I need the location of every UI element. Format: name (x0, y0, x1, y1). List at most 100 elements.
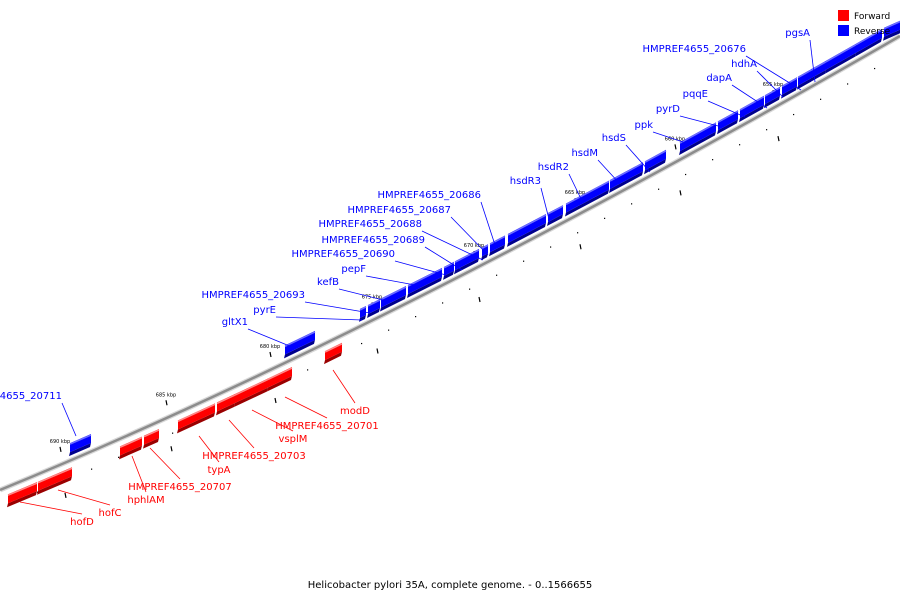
legend-reverse-swatch (838, 25, 849, 36)
gene-label-hphlam: hphlAM (127, 495, 164, 506)
tick-mark (274, 397, 277, 404)
gene-block-hmpref4655-20688-shade (481, 253, 488, 261)
leader-line-hsdm (597, 159, 621, 185)
leader-line-hmpref4655-20711 (61, 402, 77, 437)
tick-mark (777, 136, 780, 142)
gene-block-hofd-shade (7, 491, 37, 508)
gene-label-hmpref4655-20703: HMPREF4655_20703 (202, 451, 305, 462)
gene-block-hmpref4655-20707 (143, 428, 160, 449)
gene-label-ppk: ppk (635, 120, 654, 131)
leader-line-hmpref4655-20688 (421, 230, 484, 261)
tick-label: 670 kbp (464, 243, 484, 249)
gene-label-pyre: pyrE (253, 305, 276, 316)
tick-label: 680 kbp (260, 344, 280, 350)
gene-block-dapa (764, 86, 781, 109)
gene-block-vsplm-shade (234, 387, 268, 408)
gene-block-hmpref4655-20687 (489, 235, 506, 257)
gene-block-modd-face (325, 342, 342, 361)
gene-block-hofc (37, 467, 73, 495)
gene-block-hphlam (119, 436, 143, 460)
scale-dot (442, 302, 444, 304)
scale-dot (712, 159, 714, 161)
scale-dot (91, 468, 93, 470)
gene-block-vsplm-face (235, 378, 268, 404)
gene-block-hsds-face (645, 149, 666, 171)
gene-label-hsdm: hsdM (571, 148, 598, 159)
gene-block-hmpref4655-20693-face (368, 299, 380, 314)
scale-dot (739, 144, 741, 146)
legend-forward-swatch (838, 10, 849, 21)
gene-block-pqqe-highlight (739, 96, 765, 111)
gene-block-hmpref4655-20687-face (490, 235, 505, 253)
gene-label-hmpref4655-20701: HMPREF4655_20701 (275, 421, 378, 432)
gene-block-pyre-highlight (359, 306, 367, 311)
gene-block-hmpref4655-20686-face (508, 214, 546, 243)
tick-mark (579, 244, 582, 250)
gene-block-hsdr2-highlight (565, 180, 610, 206)
gene-block-hmpref4655-20690-shade (443, 270, 454, 280)
leader-line-hsdr3 (540, 187, 551, 224)
gene-label-hmpref4655-20689: HMPREF4655_20689 (322, 235, 425, 246)
gene-label-hsdr3: hsdR3 (510, 176, 541, 187)
gene-label-hmpref4655-20686: HMPREF4655_20686 (378, 190, 481, 201)
leader-line-vsplm (251, 409, 294, 432)
tick-mark (165, 400, 168, 406)
gene-block-ppk-face (680, 122, 716, 152)
gene-block-hdha-shade (781, 86, 797, 99)
leader-line-kefb (338, 288, 384, 301)
gene-block-hsdr3-highlight (547, 205, 564, 215)
gene-label-hsdr2: hsdR2 (538, 162, 569, 173)
scale-dot (685, 173, 687, 176)
leader-line-hphlam (131, 455, 147, 493)
gene-block-unlabeled-face (884, 20, 900, 37)
gene-block-typa-highlight (177, 403, 216, 423)
gene-block-unlabeled-shade (883, 29, 900, 41)
leader-line-hmpref4655-20707 (149, 447, 181, 480)
gene-block-hsdm-highlight (609, 162, 644, 182)
gene-block-ppk (679, 122, 717, 156)
gene-block-hsdr3 (547, 205, 564, 226)
tick-label: 665 kbp (565, 190, 585, 196)
leader-line-hmpref4655-20701 (284, 396, 328, 419)
gene-block-dapa-face (765, 86, 780, 105)
leader-line-hmpref4655-20687 (450, 216, 489, 256)
scale-dot (793, 113, 795, 116)
leader-line-hsds (625, 144, 651, 173)
gene-block-hofc-highlight (37, 467, 73, 484)
gene-label-kefb: kefB (317, 277, 339, 288)
gene-block-unlabeled (855, 28, 883, 57)
gene-label-pepf: pepF (341, 264, 366, 275)
gene-blocks (7, 20, 900, 508)
gene-block-ppk-highlight (679, 122, 717, 144)
gene-label-hofd: hofD (70, 517, 94, 528)
gene-block-kefb-shade (380, 295, 406, 312)
gene-block-pepf-face (408, 267, 442, 295)
gene-label-hmpref4655-20690: HMPREF4655_20690 (292, 249, 395, 260)
gene-block-hmpref4655-20686-highlight (507, 214, 547, 236)
gene-block-hmpref4655-20707-highlight (143, 429, 160, 438)
gene-block-vsplm-highlight (234, 378, 269, 396)
leader-line-pqqe (707, 100, 746, 118)
gene-label-modd: modD (340, 406, 370, 417)
gene-label-gltx1: gltX1 (222, 317, 248, 328)
tick-mark (269, 351, 272, 358)
gene-block-typa (177, 403, 216, 434)
gene-label-pgsa: pgsA (785, 28, 810, 39)
gene-label-hdha: hdhA (731, 59, 757, 70)
gene-block-hmpref4655-20703-face (217, 394, 235, 412)
gene-block-dapa-shade (764, 95, 780, 109)
gene-block-hmpref4655-20689-highlight (454, 249, 480, 263)
gene-block-hmpref4655-20676-face (798, 68, 812, 86)
gene-block-hsdm-shade (609, 171, 643, 194)
scale-dot (577, 232, 579, 234)
gene-block-hofc-face (38, 467, 72, 491)
gene-block-hmpref4655-20690-face (444, 261, 454, 276)
gene-label-hmpref4655-20687: HMPREF4655_20687 (348, 205, 451, 216)
gene-block-hmpref4655-20693-shade (367, 308, 380, 318)
leader-line-modd (332, 369, 356, 404)
gene-label-pqqe: pqqE (683, 89, 708, 100)
gene-block-dapa-highlight (764, 87, 781, 97)
tick-mark (674, 144, 677, 150)
tick-mark (59, 446, 62, 453)
gene-label-hmpref4655-20676: HMPREF4655_20676 (643, 44, 746, 55)
